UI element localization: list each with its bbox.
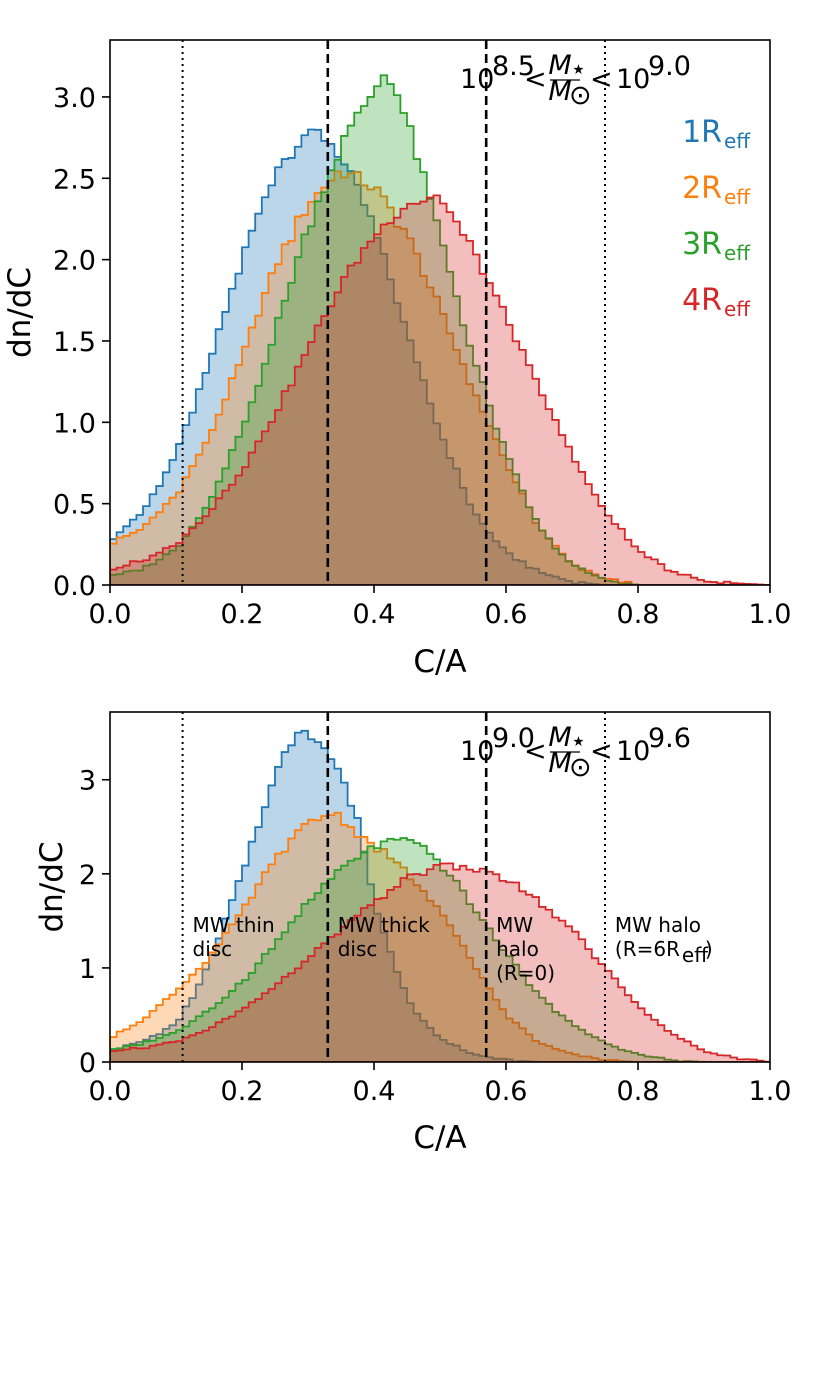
x-tick-label: 1.0 [749, 1076, 792, 1107]
x-tick-label: 0.6 [485, 599, 528, 630]
y-tick-label: 2 [79, 860, 96, 891]
series-fill-3reff [110, 75, 770, 585]
svg-text:M: M [548, 722, 571, 753]
svg-text:<: < [590, 736, 613, 767]
svg-text:⊙: ⊙ [569, 80, 592, 111]
series-fill-2reff [110, 171, 770, 585]
svg-text:10: 10 [460, 64, 494, 95]
svg-text:10: 10 [616, 64, 650, 95]
series-line-1reff [110, 128, 770, 585]
x-tick-label: 0.4 [353, 599, 396, 630]
svg-text:3R: 3R [682, 227, 722, 262]
series-fill-3reff [110, 838, 770, 1062]
svg-text:9.0: 9.0 [492, 723, 535, 754]
svg-text:disc: disc [338, 937, 378, 961]
svg-text:4R: 4R [682, 283, 722, 318]
svg-text:MW thick: MW thick [338, 913, 430, 937]
x-axis-label: C/A [413, 644, 466, 680]
svg-text:M: M [548, 76, 571, 107]
panel-top: 0.0 0.2 0.4 0.6 0.8 1.0 0.0 0.5 1.0 1.5 2.0 2.5 3.0 C… [2, 39, 792, 680]
annotation-4: MW halo(R=6R eff) [615, 913, 713, 967]
svg-text:MW thin: MW thin [193, 913, 275, 937]
series-line-3reff [110, 837, 770, 1062]
svg-text:10: 10 [460, 736, 494, 767]
svg-text:2R: 2R [682, 171, 722, 206]
y-tick-label: 2.0 [53, 246, 96, 277]
svg-text:halo: halo [496, 937, 539, 961]
svg-text:<: < [524, 736, 547, 767]
svg-text:disc: disc [193, 937, 233, 961]
x-tick-label: 0.0 [89, 1076, 132, 1107]
svg-text:eff: eff [724, 129, 751, 153]
svg-text:MW: MW [496, 913, 533, 937]
svg-text:): ) [705, 937, 713, 961]
svg-text:8.5: 8.5 [492, 51, 535, 82]
y-tick-label: 1.5 [53, 327, 96, 358]
svg-text:eff: eff [724, 297, 751, 321]
x-tick-label: 0.8 [617, 599, 660, 630]
svg-text:(R=6R: (R=6R [615, 937, 680, 961]
svg-text:MW halo: MW halo [615, 913, 701, 937]
legend-entry-3reff: 3R eff [682, 227, 751, 265]
svg-text:(R=0): (R=0) [496, 961, 555, 985]
mass-range-title: 108.5< M⋆M⊙< 109.0 [460, 50, 691, 111]
y-axis-label: dn/dC [2, 267, 38, 358]
plot-area [110, 712, 770, 1062]
plot-area [110, 40, 770, 585]
svg-text:10: 10 [616, 736, 650, 767]
svg-text:1R: 1R [682, 115, 722, 150]
svg-text:⋆: ⋆ [570, 54, 587, 85]
svg-text:⊙: ⊙ [569, 752, 592, 783]
y-tick-label: 0.0 [53, 571, 96, 602]
x-tick-label: 0.0 [89, 599, 132, 630]
y-tick-label: 2.5 [53, 164, 96, 195]
x-tick-label: 1.0 [749, 599, 792, 630]
series-fill-1reff [110, 730, 770, 1062]
series-line-4reff [110, 194, 770, 585]
svg-text:<: < [590, 64, 613, 95]
svg-text:M: M [548, 748, 571, 779]
y-tick-label: 0 [79, 1048, 96, 1079]
x-tick-label: 0.2 [221, 1076, 264, 1107]
svg-text:eff: eff [724, 241, 751, 265]
svg-text:eff: eff [724, 185, 751, 209]
svg-text:9.6: 9.6 [648, 723, 691, 754]
x-tick-label: 0.4 [353, 1076, 396, 1107]
legend-entry-1reff: 1R eff [682, 115, 751, 153]
series-fill-2reff [110, 812, 770, 1062]
svg-text:eff: eff [682, 943, 709, 967]
series-line-2reff [110, 811, 770, 1062]
axes-frame [109, 711, 771, 1063]
x-tick-label: 0.2 [221, 599, 264, 630]
svg-text:M: M [548, 50, 571, 81]
legend-entry-4reff: 4R eff [682, 283, 751, 321]
series-line-2reff [110, 170, 770, 585]
series-fill-4reff [110, 195, 770, 585]
series-line-3reff [110, 74, 770, 585]
y-tick-label: 3 [79, 766, 96, 797]
x-tick-label: 0.6 [485, 1076, 528, 1107]
svg-text:9.0: 9.0 [648, 51, 691, 82]
y-tick-label: 1 [79, 954, 96, 985]
x-tick-label: 0.8 [617, 1076, 660, 1107]
y-tick-label: 3.0 [53, 83, 96, 114]
mass-range-title: 109.0< M⋆M⊙< 109.6 [460, 722, 691, 783]
x-axis-label: C/A [413, 1120, 466, 1156]
series-fill-1reff [110, 129, 770, 585]
series-line-4reff [110, 862, 770, 1062]
y-tick-label: 1.0 [53, 408, 96, 439]
legend-entry-2reff: 2R eff [682, 171, 751, 209]
series-line-1reff [110, 729, 770, 1062]
y-tick-label: 0.5 [53, 490, 96, 521]
axes-frame [109, 39, 771, 586]
y-axis-label: dn/dC [34, 841, 70, 932]
svg-text:⋆: ⋆ [570, 726, 587, 757]
svg-text:<: < [524, 64, 547, 95]
